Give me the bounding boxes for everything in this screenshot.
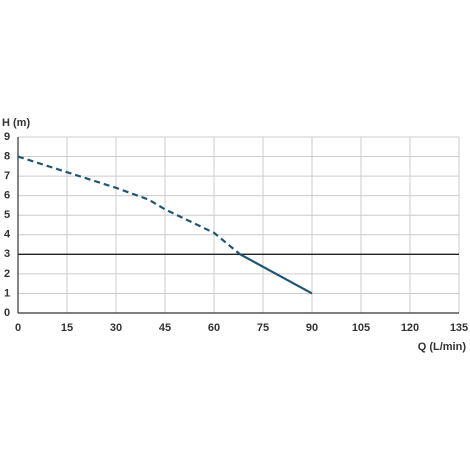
x-tick-label: 0 xyxy=(15,322,21,334)
curve xyxy=(239,253,313,295)
x-tick-label: 105 xyxy=(352,322,370,334)
x-axis-label: Q (L/min) xyxy=(418,341,467,353)
y-tick-label: 8 xyxy=(4,150,10,162)
y-axis-label: H (m) xyxy=(2,117,30,129)
x-tick-label: 135 xyxy=(450,322,468,334)
y-tick-label: 1 xyxy=(4,287,10,299)
y-tick-label: 5 xyxy=(4,209,10,221)
y-tick-label: 3 xyxy=(4,248,10,260)
x-tick-label: 90 xyxy=(306,322,318,334)
x-tick-label: 45 xyxy=(159,322,171,334)
curve xyxy=(17,155,241,256)
y-tick-label: 2 xyxy=(4,268,10,280)
y-tick-label: 7 xyxy=(4,170,10,182)
y-tick-label: 0 xyxy=(4,307,10,319)
y-tick-label: 4 xyxy=(4,229,11,241)
x-tick-label: 15 xyxy=(61,322,73,334)
y-tick-label: 9 xyxy=(4,131,10,143)
x-tick-label: 60 xyxy=(208,322,220,334)
x-tick-label: 120 xyxy=(401,322,419,334)
x-tick-label: 30 xyxy=(110,322,122,334)
x-tick-label: 75 xyxy=(257,322,269,334)
y-tick-label: 6 xyxy=(4,190,10,202)
